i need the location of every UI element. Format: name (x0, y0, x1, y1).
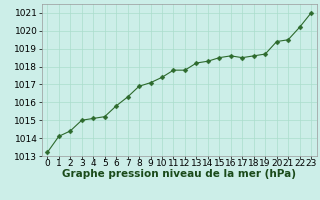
X-axis label: Graphe pression niveau de la mer (hPa): Graphe pression niveau de la mer (hPa) (62, 169, 296, 179)
